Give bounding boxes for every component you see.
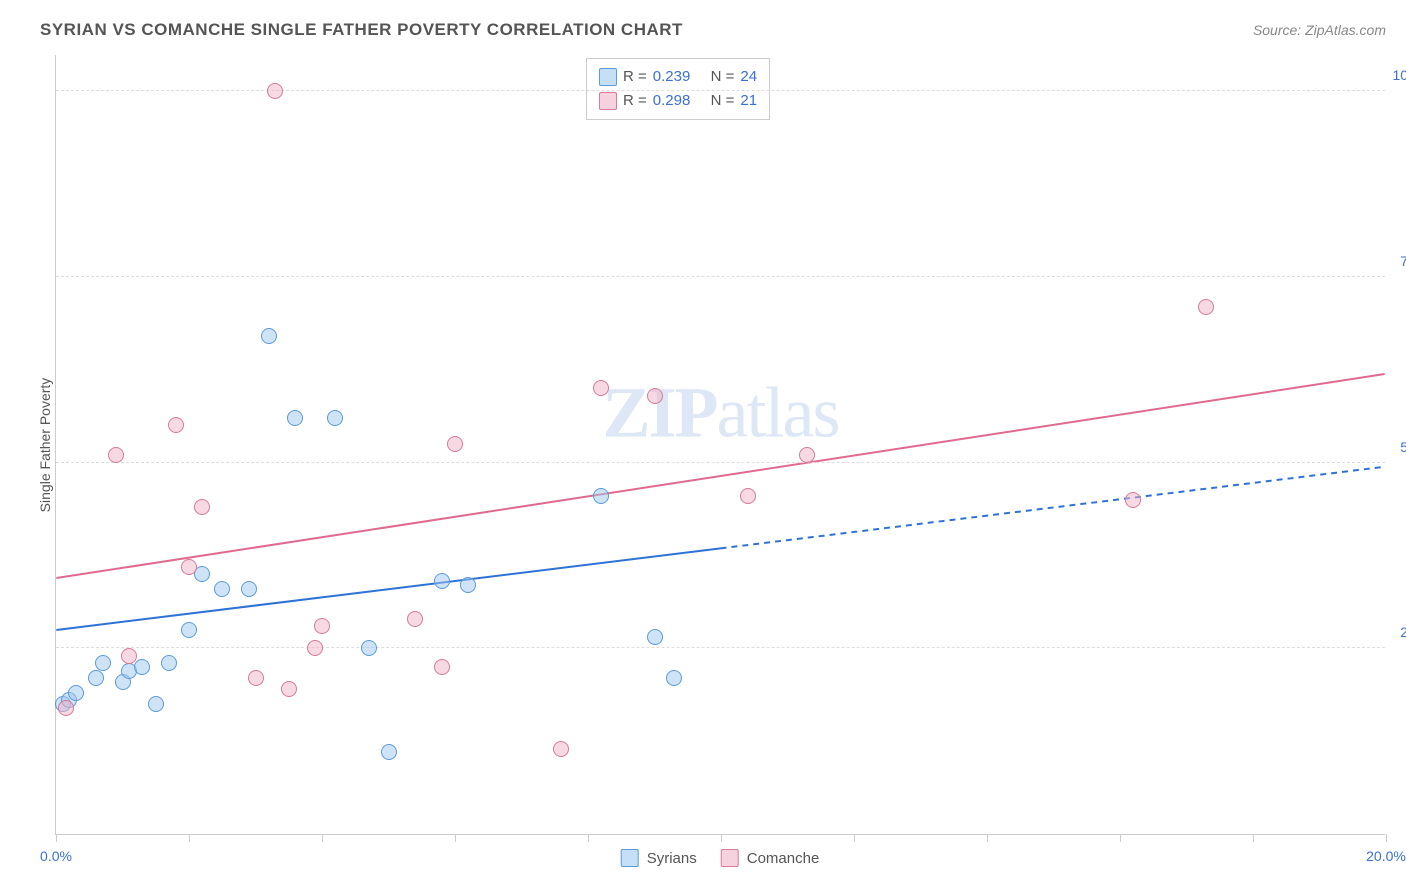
data-point bbox=[799, 447, 815, 463]
series-legend: Syrians Comanche bbox=[621, 849, 820, 867]
gridline bbox=[56, 276, 1385, 277]
y-tick-label: 75.0% bbox=[1400, 253, 1406, 269]
data-point bbox=[88, 670, 104, 686]
x-tick bbox=[721, 834, 722, 842]
plot-container: Single Father Poverty ZIPatlas R = 0.239… bbox=[55, 55, 1385, 835]
data-point bbox=[108, 447, 124, 463]
data-point bbox=[327, 410, 343, 426]
y-axis-label: Single Father Poverty bbox=[37, 378, 53, 513]
gridline bbox=[56, 647, 1385, 648]
x-tick bbox=[56, 834, 57, 842]
data-point bbox=[593, 488, 609, 504]
legend-item-comanche: Comanche bbox=[721, 849, 820, 867]
data-point bbox=[1125, 492, 1141, 508]
data-point bbox=[447, 436, 463, 452]
watermark-bold: ZIP bbox=[603, 373, 717, 453]
data-point bbox=[381, 744, 397, 760]
gridline bbox=[56, 90, 1385, 91]
plot-area: ZIPatlas R = 0.239 N = 24 R = 0.298 N = … bbox=[55, 55, 1385, 835]
data-point bbox=[281, 681, 297, 697]
x-tick bbox=[987, 834, 988, 842]
data-point bbox=[361, 640, 377, 656]
data-point bbox=[407, 611, 423, 627]
data-point bbox=[647, 629, 663, 645]
data-point bbox=[287, 410, 303, 426]
x-tick bbox=[1386, 834, 1387, 842]
x-tick bbox=[455, 834, 456, 842]
data-point bbox=[134, 659, 150, 675]
data-point bbox=[168, 417, 184, 433]
y-tick-label: 25.0% bbox=[1400, 624, 1406, 640]
data-point bbox=[121, 648, 137, 664]
y-tick-label: 50.0% bbox=[1400, 439, 1406, 455]
swatch-syrians-icon bbox=[621, 849, 639, 867]
x-tick bbox=[854, 834, 855, 842]
x-tick bbox=[1253, 834, 1254, 842]
data-point bbox=[214, 581, 230, 597]
data-point bbox=[161, 655, 177, 671]
n-label: N = bbox=[711, 65, 735, 89]
chart-title: SYRIAN VS COMANCHE SINGLE FATHER POVERTY… bbox=[40, 20, 683, 40]
data-point bbox=[553, 741, 569, 757]
x-tick-label: 20.0% bbox=[1366, 848, 1406, 864]
legend-label-syrians: Syrians bbox=[647, 850, 697, 867]
x-tick bbox=[1120, 834, 1121, 842]
data-point bbox=[248, 670, 264, 686]
swatch-syrians-icon bbox=[599, 68, 617, 86]
data-point bbox=[740, 488, 756, 504]
r-value-comanche: 0.298 bbox=[653, 89, 691, 113]
data-point bbox=[666, 670, 682, 686]
watermark: ZIPatlas bbox=[603, 372, 839, 455]
data-point bbox=[181, 559, 197, 575]
data-point bbox=[148, 696, 164, 712]
data-point bbox=[314, 618, 330, 634]
n-label: N = bbox=[711, 89, 735, 113]
data-point bbox=[593, 380, 609, 396]
r-label: R = bbox=[623, 65, 647, 89]
data-point bbox=[261, 328, 277, 344]
stats-row-syrians: R = 0.239 N = 24 bbox=[599, 65, 757, 89]
legend-item-syrians: Syrians bbox=[621, 849, 697, 867]
y-tick-label: 100.0% bbox=[1393, 67, 1406, 83]
n-value-comanche: 21 bbox=[740, 89, 757, 113]
data-point bbox=[460, 577, 476, 593]
data-point bbox=[434, 659, 450, 675]
x-tick-label: 0.0% bbox=[40, 848, 72, 864]
data-point bbox=[181, 622, 197, 638]
data-point bbox=[58, 700, 74, 716]
x-tick bbox=[322, 834, 323, 842]
stats-row-comanche: R = 0.298 N = 21 bbox=[599, 89, 757, 113]
data-point bbox=[307, 640, 323, 656]
data-point bbox=[241, 581, 257, 597]
trend-lines bbox=[56, 55, 1385, 834]
data-point bbox=[95, 655, 111, 671]
data-point bbox=[194, 499, 210, 515]
data-point bbox=[267, 83, 283, 99]
data-point bbox=[1198, 299, 1214, 315]
gridline bbox=[56, 462, 1385, 463]
r-value-syrians: 0.239 bbox=[653, 65, 691, 89]
watermark-light: atlas bbox=[717, 373, 839, 453]
r-label: R = bbox=[623, 89, 647, 113]
legend-label-comanche: Comanche bbox=[747, 850, 820, 867]
x-tick bbox=[588, 834, 589, 842]
swatch-comanche-icon bbox=[721, 849, 739, 867]
stats-legend: R = 0.239 N = 24 R = 0.298 N = 21 bbox=[586, 58, 770, 120]
data-point bbox=[68, 685, 84, 701]
data-point bbox=[647, 388, 663, 404]
source-label: Source: ZipAtlas.com bbox=[1253, 22, 1386, 38]
n-value-syrians: 24 bbox=[740, 65, 757, 89]
swatch-comanche-icon bbox=[599, 92, 617, 110]
data-point bbox=[434, 573, 450, 589]
x-tick bbox=[189, 834, 190, 842]
